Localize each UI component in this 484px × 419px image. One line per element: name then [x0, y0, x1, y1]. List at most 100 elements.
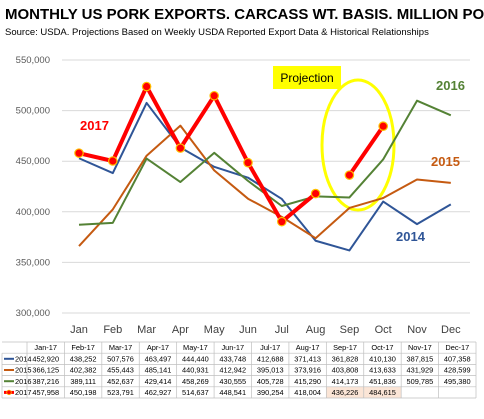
- x-tick-label: Jan: [70, 324, 88, 336]
- chart-subtitle: Source: USDA. Projections Based on Weekl…: [5, 27, 429, 38]
- table-cell: 523,791: [107, 388, 134, 397]
- table-header: Jul-17: [260, 343, 280, 352]
- table-cell: 414,173: [332, 377, 359, 386]
- table-cell: 389,111: [70, 377, 96, 386]
- table-cell: 405,728: [257, 377, 284, 386]
- table-cell: 451,836: [369, 377, 396, 386]
- table-cell: 429,414: [145, 377, 172, 386]
- chart-title: MONTHLY US PORK EXPORTS. CARCASS WT. BAS…: [5, 6, 484, 23]
- x-tick-label: Apr: [172, 324, 189, 336]
- projected-cell-bg: [326, 386, 364, 398]
- table-header: May-17: [183, 343, 208, 352]
- table-cell: 450,198: [70, 388, 97, 397]
- series-point-2017: [243, 157, 253, 168]
- table-header: Nov-17: [408, 343, 432, 352]
- table-cell: 514,637: [182, 388, 209, 397]
- x-axis-ticks: Jan Feb Mar Apr May Jun Jul Aug Sep Oct Nov Dec: [70, 324, 461, 336]
- table-cell: 412,688: [257, 354, 284, 363]
- x-tick-label: Dec: [441, 324, 461, 336]
- series-point-2017: [108, 156, 118, 166]
- table-cell: 433,748: [219, 354, 246, 363]
- series-point-2017: [344, 170, 355, 180]
- x-tick-label: Oct: [375, 324, 392, 336]
- projected-cell-bg: [363, 386, 402, 398]
- projection-label: Projection: [280, 71, 333, 85]
- table-cell: 495,380: [444, 377, 471, 386]
- series-line-2017-projection: [347, 125, 385, 177]
- table-cell: 407,358: [444, 354, 471, 363]
- y-tick-label: 550,000: [16, 55, 50, 66]
- series-label-2017: 2017: [80, 118, 109, 133]
- table-cell: 395,013: [257, 366, 284, 375]
- series-point-2017: [209, 90, 219, 101]
- table-cell: 412,942: [219, 366, 246, 375]
- table-cell: 455,443: [107, 366, 134, 375]
- series-point-2017: [276, 216, 287, 227]
- table-cell: 484,615: [369, 388, 396, 397]
- x-tick-label: Jul: [275, 324, 289, 336]
- table-cell: 410,130: [369, 354, 396, 363]
- series-label-2014: 2014: [396, 229, 426, 244]
- projection-label-box: [273, 66, 341, 89]
- table-cell: 402,382: [70, 366, 97, 375]
- data-table: Jan-17 Feb-17 Mar-17 Apr-17 May-17 Jun-17 Jul-…: [1, 341, 477, 399]
- y-tick-label: 350,000: [16, 257, 50, 268]
- table-cell: 485,141: [145, 366, 172, 375]
- legend-marker-2017: [6, 389, 12, 396]
- table-cell: 444,440: [182, 354, 209, 363]
- series-point-2017: [378, 121, 388, 131]
- table-header: Oct-17: [371, 343, 393, 352]
- table-cell: 366,125: [32, 366, 59, 375]
- table-cell: 452,637: [107, 377, 134, 386]
- table-header: Jan-17: [34, 343, 57, 352]
- series-line-2016: [78, 99, 452, 226]
- series-point-2017: [175, 143, 186, 153]
- table-header: Dec-17: [445, 343, 469, 352]
- x-tick-label: Mar: [137, 324, 156, 336]
- y-tick-label: 300,000: [16, 308, 50, 319]
- table-cell: 418,004: [294, 388, 321, 397]
- x-tick-label: Aug: [306, 324, 326, 336]
- table-cell: 462,927: [145, 388, 172, 397]
- series-point-2017: [310, 188, 321, 199]
- table-header: Sep-17: [333, 343, 357, 352]
- legend-label-2015: 2015: [15, 366, 31, 375]
- table-cell: 390,254: [257, 388, 284, 397]
- table-cell: 403,808: [332, 366, 359, 375]
- series-line-2015: [78, 124, 451, 247]
- x-tick-label: Jun: [239, 324, 257, 336]
- table-cell: 413,633: [369, 366, 396, 375]
- table-header: Aug-17: [296, 343, 320, 352]
- table-cell: 428,599: [444, 366, 471, 375]
- table-cell: 415,290: [294, 377, 321, 386]
- table-cell: 509,785: [407, 377, 434, 386]
- series-label-2015: 2015: [431, 154, 460, 169]
- y-tick-label: 500,000: [16, 106, 50, 117]
- legend-label-2016: 2016: [15, 377, 31, 386]
- y-tick-label: 400,000: [16, 207, 50, 218]
- projection-ellipse: [320, 78, 396, 212]
- series-line-2017-actual: [78, 84, 317, 224]
- table-header: Feb-17: [71, 343, 94, 352]
- table-cell: 387,216: [32, 377, 59, 386]
- table-cell: 463,497: [145, 354, 172, 363]
- table-cell: 373,916: [294, 366, 321, 375]
- legend-label-2017: 2017: [15, 388, 31, 397]
- y-axis-ticks: 300,000 350,000 400,000 450,000 500,000 550,0…: [16, 55, 50, 319]
- table-cell: 371,413: [294, 354, 321, 363]
- table-header: Apr-17: [147, 343, 169, 352]
- x-tick-label: Nov: [407, 324, 427, 336]
- table-cell: 431,929: [407, 366, 434, 375]
- table-cell: 361,828: [332, 354, 359, 363]
- series-lines: [74, 81, 452, 252]
- table-cell: 457,958: [32, 388, 59, 397]
- table-cell: 448,541: [219, 388, 246, 397]
- gridlines: [62, 59, 470, 314]
- table-cell: 430,555: [219, 377, 246, 386]
- x-tick-label: May: [204, 324, 225, 336]
- table-header: Mar-17: [109, 343, 132, 352]
- table-header: Jun-17: [221, 343, 244, 352]
- table-cell: 440,931: [182, 366, 209, 375]
- y-tick-label: 450,000: [16, 156, 50, 167]
